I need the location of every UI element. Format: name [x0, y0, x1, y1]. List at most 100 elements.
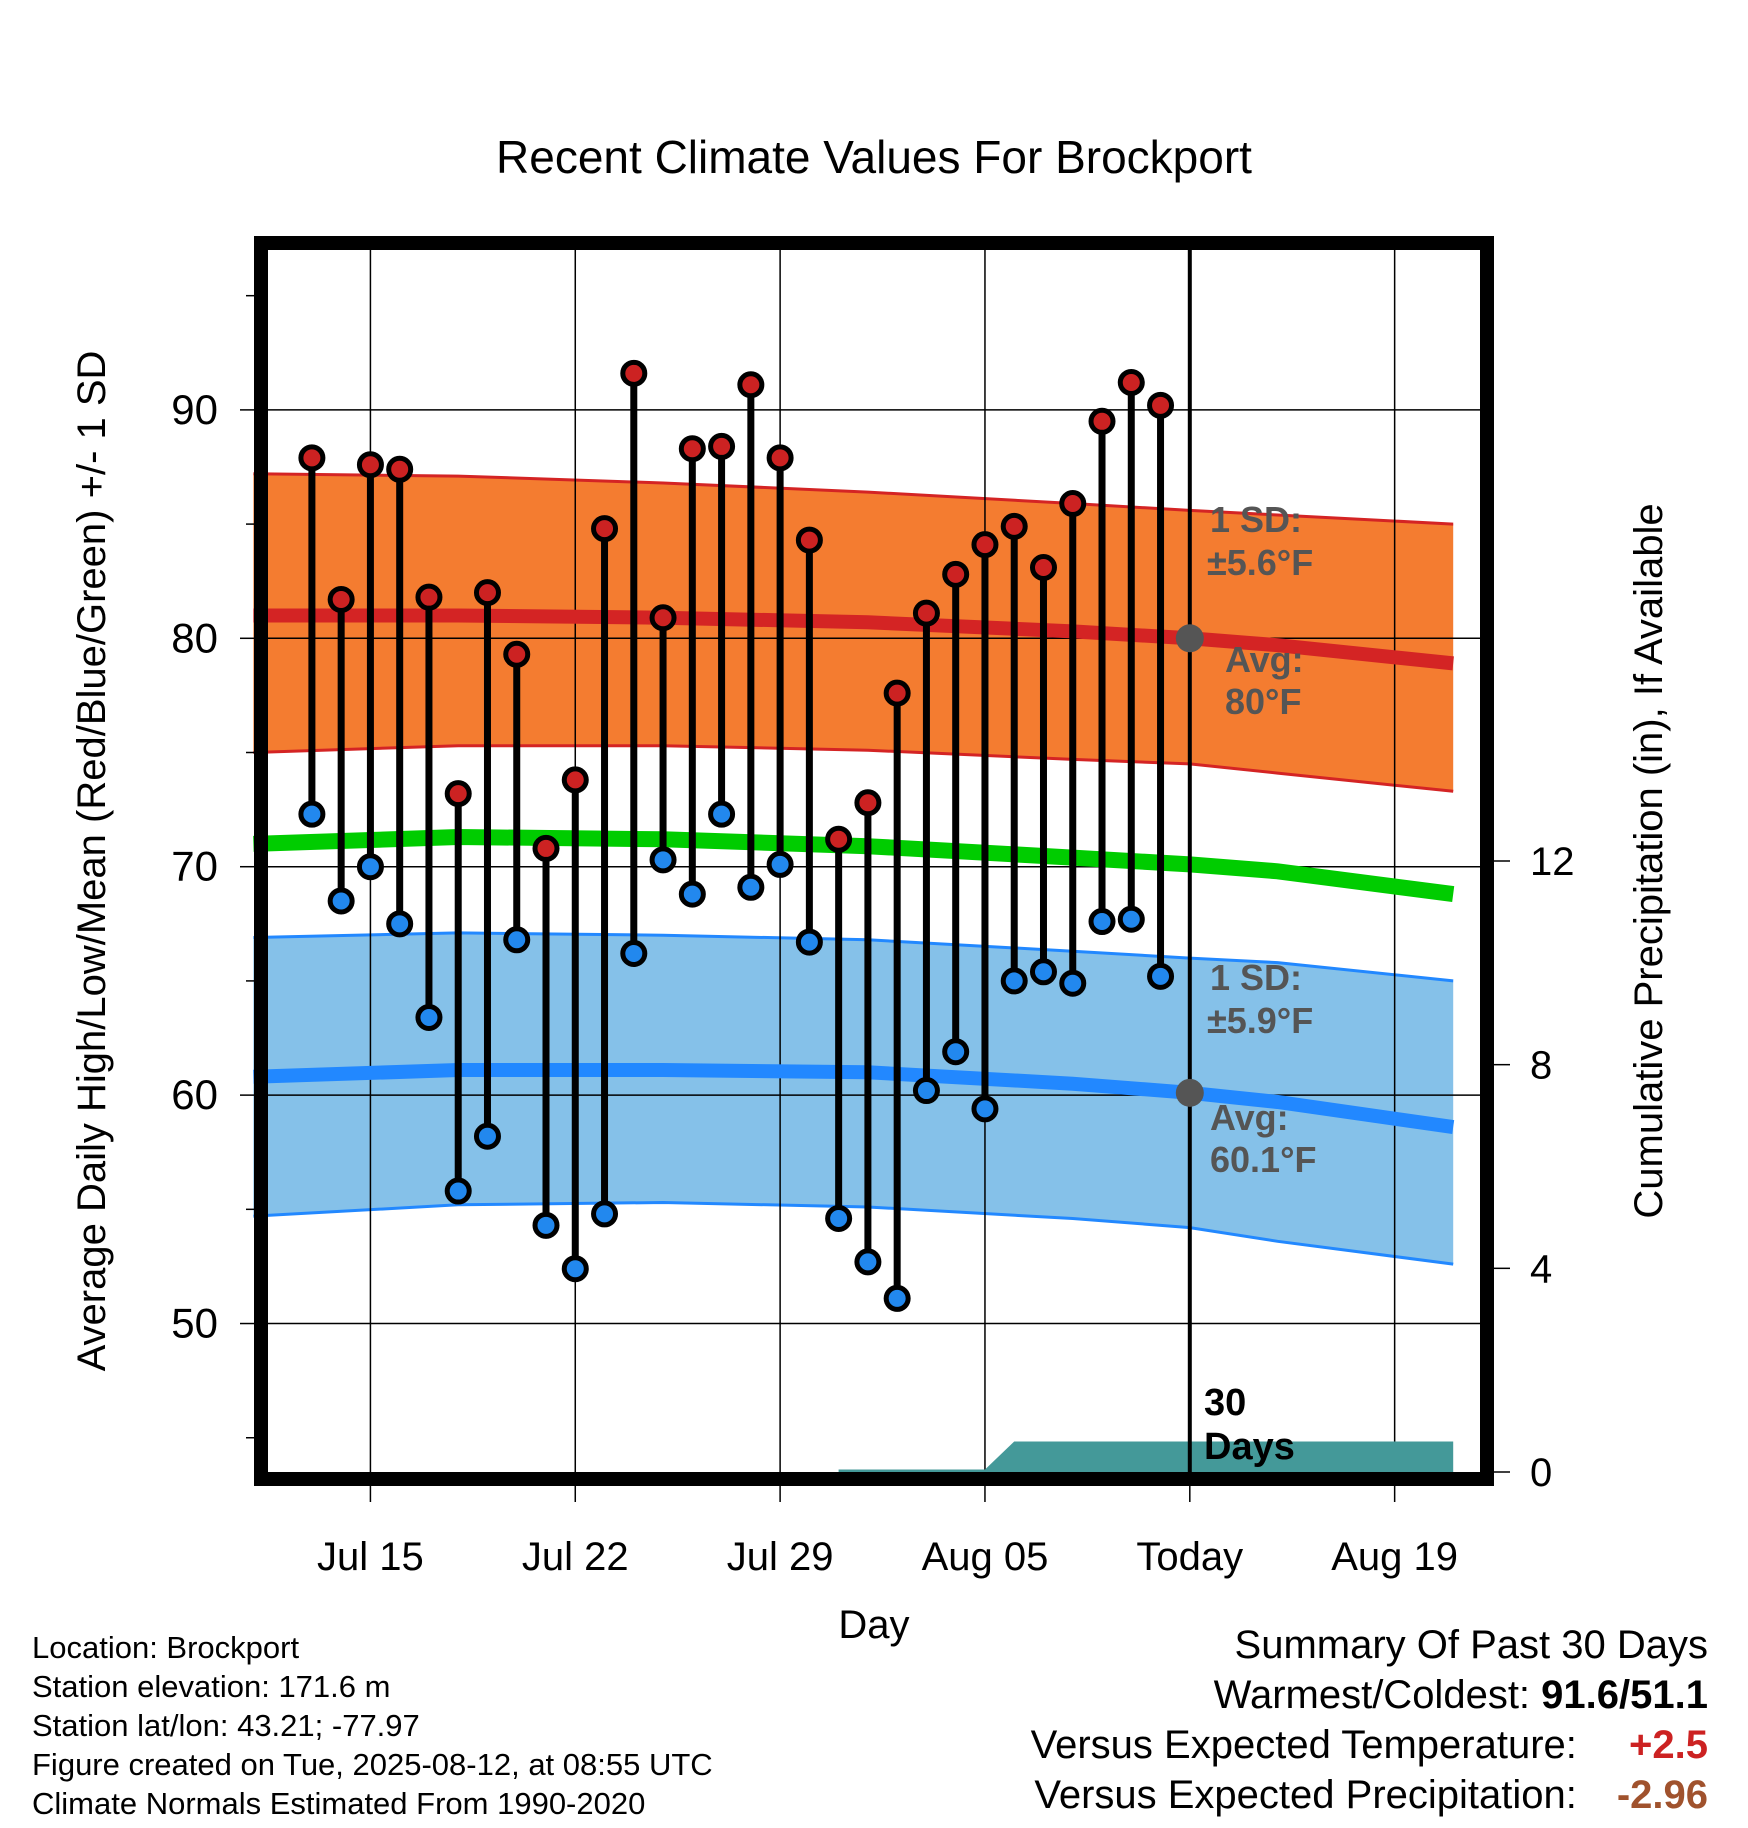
x-tick-label: Aug 19	[1331, 1535, 1458, 1579]
y-axis: 50 60 70 80 90	[171, 294, 254, 1439]
low-point	[620, 940, 648, 968]
y-tick-label: 50	[171, 1300, 218, 1347]
low-point	[883, 1284, 911, 1312]
low-sd-band	[253, 932, 1454, 1265]
high-band-lower-edge	[253, 744, 1454, 793]
high-avg-value: 80°F	[1225, 681, 1301, 722]
low-point	[1029, 958, 1057, 986]
temp-row: Versus Expected Temperature: +2.5	[1031, 1720, 1708, 1770]
high-point	[444, 780, 472, 808]
high-point	[1147, 391, 1175, 419]
low-point	[737, 873, 765, 901]
low-band-upper-edge	[253, 931, 1454, 983]
summary-heading: Summary Of Past 30 Days	[1234, 1623, 1708, 1667]
x-tick-label: Today	[1136, 1535, 1243, 1579]
x-tick-label: Jul 29	[727, 1535, 834, 1579]
y-axis-label: Average Daily High/Low/Mean (Red/Blue/Gr…	[70, 351, 114, 1372]
precip-row: Versus Expected Precipitation: -2.96	[1031, 1770, 1708, 1820]
low-avg-label: Avg:	[1210, 1097, 1289, 1138]
high-point	[912, 599, 940, 627]
low-point	[795, 928, 823, 956]
low-point	[532, 1211, 560, 1239]
high-point	[415, 583, 443, 611]
low-point	[1059, 969, 1087, 997]
precip-area	[311, 1441, 1454, 1472]
low-normal-line	[253, 1063, 1455, 1135]
chart-title: Recent Climate Values For Brockport	[496, 131, 1252, 183]
high-point	[1000, 512, 1028, 540]
warm-cold-row: Warmest/Coldest: 91.6/51.1	[1031, 1670, 1708, 1720]
high-point	[1059, 490, 1087, 518]
low-point	[561, 1255, 589, 1283]
low-point	[912, 1077, 940, 1105]
low-point	[415, 1003, 443, 1031]
high-point	[327, 585, 355, 613]
high-point	[561, 766, 589, 794]
temp-label: Versus Expected Temperature:	[1030, 1723, 1577, 1767]
low-band-lower-edge	[253, 1200, 1454, 1266]
low-avg-value: 60.1°F	[1210, 1139, 1316, 1180]
low-point	[825, 1204, 853, 1232]
high-point	[1088, 407, 1116, 435]
low-point	[473, 1122, 501, 1150]
low-point	[1000, 967, 1028, 995]
high-point	[532, 834, 560, 862]
high-point	[737, 371, 765, 399]
elevation-text: Station elevation: 171.6 m	[32, 1669, 391, 1704]
y2-tick-label: 4	[1530, 1247, 1552, 1291]
high-point	[825, 825, 853, 853]
y2-axis-label: Cumulative Precipitation (in), If Availa…	[1627, 503, 1671, 1218]
normals-text: Climate Normals Estimated From 1990-2020	[32, 1786, 646, 1821]
days-word: Days	[1204, 1426, 1295, 1468]
latlon-text: Station lat/lon: 43.21; -77.97	[32, 1708, 420, 1743]
high-point	[766, 444, 794, 472]
y-tick-label: 70	[171, 843, 218, 890]
high-sd-band	[253, 473, 1454, 792]
temp-value: +2.5	[1629, 1723, 1708, 1767]
high-point	[620, 359, 648, 387]
y2-axis: 0 4 8 12	[1494, 840, 1575, 1495]
high-point	[503, 640, 531, 668]
location-text: Location: Brockport	[32, 1630, 300, 1665]
high-point	[1029, 553, 1057, 581]
high-point	[883, 679, 911, 707]
low-point	[444, 1177, 472, 1205]
x-tick-label: Jul 22	[522, 1535, 629, 1579]
low-point	[503, 926, 531, 954]
warm-cold-label: Warmest/Coldest:	[1213, 1673, 1531, 1717]
high-point	[854, 789, 882, 817]
low-point	[327, 887, 355, 915]
plot-background	[268, 250, 1480, 1472]
y-tick-label: 90	[171, 386, 218, 433]
today-low-avg-marker	[1175, 1078, 1204, 1107]
low-point	[356, 853, 384, 881]
high-point	[678, 435, 706, 463]
high-point	[298, 444, 326, 472]
precip-label: Versus Expected Precipitation:	[1034, 1773, 1577, 1817]
low-point	[386, 910, 414, 938]
summary-panel: Summary Of Past 30 Days Warmest/Coldest:…	[1031, 1620, 1708, 1820]
x-tick-label: Aug 05	[922, 1535, 1049, 1579]
y-tick-label: 60	[171, 1071, 218, 1118]
low-point	[591, 1200, 619, 1228]
low-point	[1117, 905, 1145, 933]
low-sd-label: 1 SD:	[1210, 957, 1302, 998]
high-sd-label: 1 SD:	[1210, 499, 1302, 540]
low-sd-value: ±5.9°F	[1207, 1000, 1313, 1041]
today-high-avg-marker	[1175, 624, 1204, 653]
y2-tick-label: 12	[1530, 840, 1575, 884]
high-sd-value: ±5.6°F	[1207, 542, 1313, 583]
warm-cold-value: 91.6/51.1	[1541, 1673, 1708, 1717]
low-point	[1147, 962, 1175, 990]
low-point	[1088, 908, 1116, 936]
high-point	[386, 455, 414, 483]
high-point	[942, 560, 970, 588]
high-point	[649, 604, 677, 632]
y-tick-label: 80	[171, 614, 218, 661]
x-tick-label: Jul 15	[317, 1535, 424, 1579]
station-info: Location: Brockport Station elevation: 1…	[32, 1628, 713, 1823]
low-point	[971, 1095, 999, 1123]
high-point	[1117, 368, 1145, 396]
days-number: 30	[1204, 1382, 1246, 1424]
